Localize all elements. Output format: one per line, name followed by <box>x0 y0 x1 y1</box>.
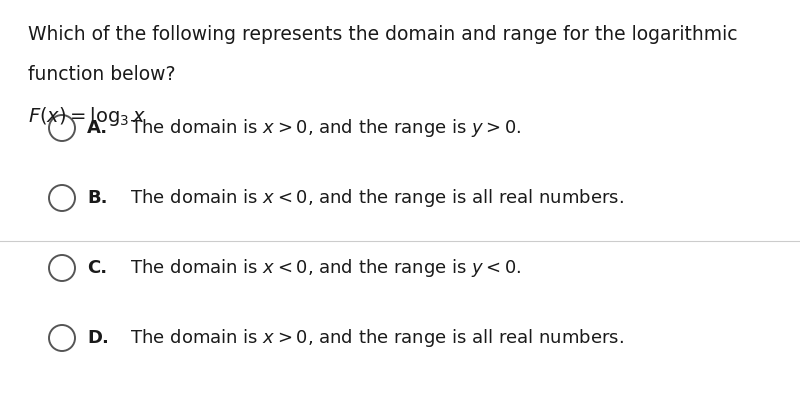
Text: The domain is $x < 0$, and the range is all real numbers.: The domain is $x < 0$, and the range is … <box>119 187 624 209</box>
Text: The domain is $x < 0$, and the range is $y < 0$.: The domain is $x < 0$, and the range is … <box>119 257 522 279</box>
Text: Which of the following represents the domain and range for the logarithmic: Which of the following represents the do… <box>28 25 738 44</box>
Text: C.: C. <box>87 259 107 277</box>
Text: $F(x) = \log_3 x$: $F(x) = \log_3 x$ <box>28 105 146 128</box>
Text: B.: B. <box>87 189 107 207</box>
Text: function below?: function below? <box>28 65 175 84</box>
Text: A.: A. <box>87 119 108 137</box>
Text: The domain is $x > 0$, and the range is all real numbers.: The domain is $x > 0$, and the range is … <box>119 327 624 349</box>
Text: D.: D. <box>87 329 109 347</box>
Text: The domain is $x > 0$, and the range is $y > 0$.: The domain is $x > 0$, and the range is … <box>119 117 522 139</box>
